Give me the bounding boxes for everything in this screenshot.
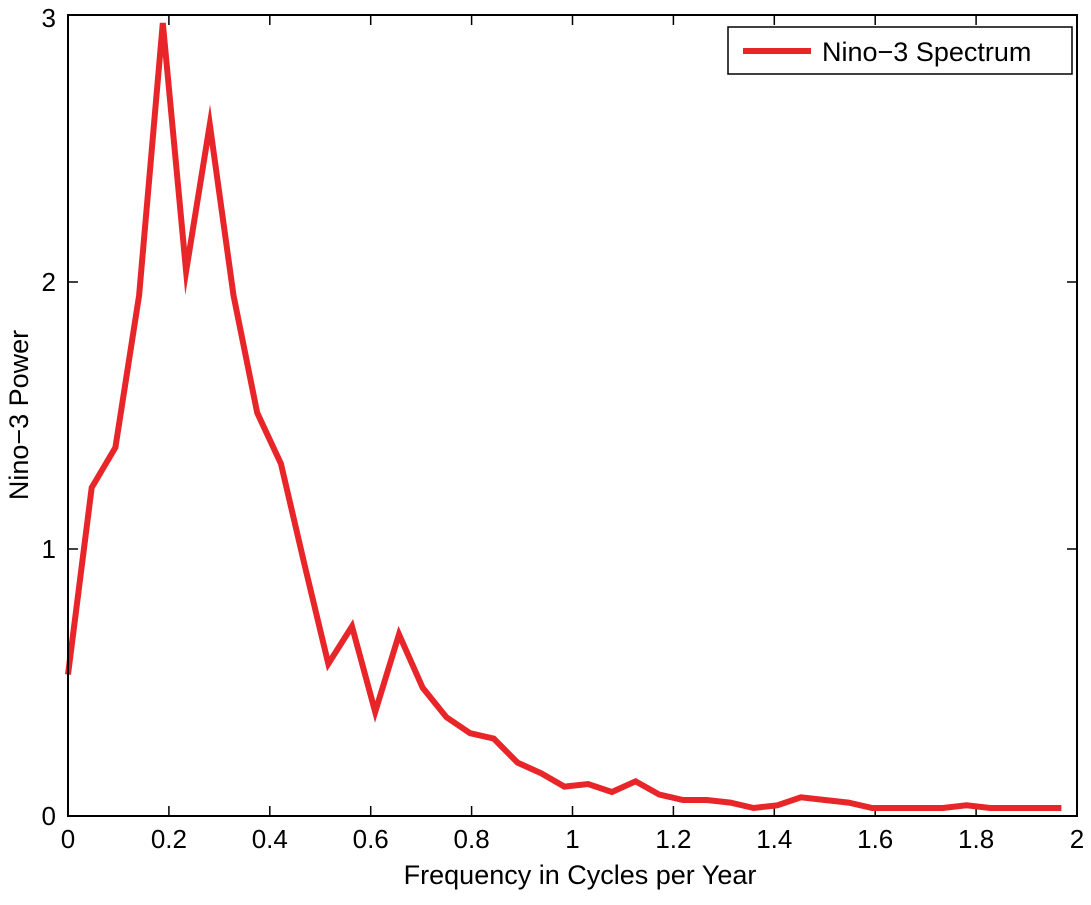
x-tick-label: 0.4: [252, 824, 288, 854]
series-line: [65, 22, 1062, 812]
y-tick-label: 2: [42, 267, 56, 297]
y-axis-label: Nino−3 Power: [4, 330, 34, 500]
ticks-layer: 0 0.2 0.4 0.6 0.8 1 1.2 1.4 1.6 1.8 2 0 1 2 3: [42, 3, 1085, 854]
series-layer: [65, 22, 1062, 812]
x-axis-label: Frequency in Cycles per Year: [404, 860, 757, 890]
y-tick-label: 0: [42, 801, 56, 831]
x-tick-label: 1.2: [655, 824, 691, 854]
x-tick-label: 1: [565, 824, 579, 854]
x-tick-label: 0.2: [151, 824, 187, 854]
plot-frame: [67, 14, 1078, 817]
x-tick-label: 0.6: [353, 824, 389, 854]
legend-label: Nino−3 Spectrum: [822, 37, 1031, 67]
x-tick-label: 0: [61, 824, 75, 854]
y-tick-label: 1: [42, 534, 56, 564]
x-tick-label: 2: [1070, 824, 1084, 854]
x-tick-label: 1.4: [756, 824, 792, 854]
x-tick-label: 0.8: [454, 824, 490, 854]
legend: Nino−3 Spectrum: [727, 26, 1073, 75]
x-tick-label: 1.6: [857, 824, 893, 854]
y-tick-label: 3: [42, 3, 56, 33]
x-tick-label: 1.8: [958, 824, 994, 854]
